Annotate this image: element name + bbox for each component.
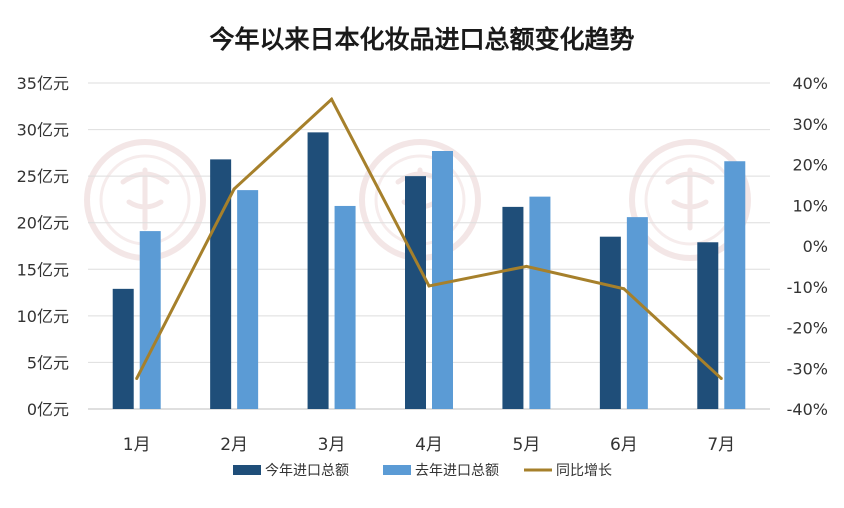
bar-this-year <box>599 236 621 409</box>
category-label: 3月 <box>318 435 346 455</box>
left-tick-label: 25亿元 <box>17 167 69 186</box>
growth-line <box>135 96 723 380</box>
right-tick-label: 10% <box>792 196 828 215</box>
right-tick-label: -40% <box>787 400 828 419</box>
left-tick-label: 15亿元 <box>17 260 69 279</box>
growth-point <box>232 187 236 191</box>
growth-point <box>427 284 431 288</box>
category-label: 2月 <box>220 435 248 455</box>
bar-last-year <box>724 161 746 409</box>
left-tick-label: 5亿元 <box>27 353 69 372</box>
legend-label: 今年进口总额 <box>265 463 349 479</box>
growth-point <box>524 264 528 268</box>
right-axis: -40% -30% -20% -10% 0% 10% 20% 30% 40% <box>787 74 828 419</box>
left-axis: 0亿元 5亿元 10亿元 15亿元 20亿元 25亿元 30亿元 35亿元 <box>17 74 69 419</box>
right-tick-label: 40% <box>792 74 828 93</box>
category-labels: 1月 2月 3月 4月 5月 6月 7月 <box>123 435 735 455</box>
left-tick-label: 0亿元 <box>27 400 69 419</box>
growth-point <box>622 287 626 291</box>
bar-last-year <box>237 190 259 409</box>
right-tick-label: 20% <box>792 156 828 175</box>
legend-label: 去年进口总额 <box>415 463 499 479</box>
bar-this-year <box>697 242 719 409</box>
category-label: 1月 <box>123 435 151 455</box>
bar-this-year <box>405 176 426 409</box>
chart-title: 今年以来日本化妆品进口总额变化趋势 <box>209 25 634 54</box>
category-label: 6月 <box>610 435 638 455</box>
bar-this-year <box>210 159 232 409</box>
bar-this-year <box>112 288 134 409</box>
bar-last-year <box>529 196 551 409</box>
left-tick-label: 35亿元 <box>17 74 69 93</box>
right-tick-label: -10% <box>787 278 828 297</box>
bar-this-year <box>307 132 329 409</box>
growth-point <box>719 376 723 380</box>
left-tick-label: 20亿元 <box>17 214 69 233</box>
category-label: 4月 <box>415 435 443 455</box>
growth-point <box>330 97 334 101</box>
legend: 今年进口总额 去年进口总额 同比增长 <box>233 463 612 479</box>
gridlines <box>88 82 770 410</box>
legend-label: 同比增长 <box>556 463 612 479</box>
bar-last-year <box>432 150 453 409</box>
left-tick-label: 30亿元 <box>17 121 69 140</box>
bar-last-year <box>139 231 161 409</box>
bar-last-year <box>334 205 356 409</box>
category-label: 5月 <box>513 435 541 455</box>
legend-swatch <box>383 465 411 475</box>
right-tick-label: -30% <box>787 359 828 378</box>
bar-last-year <box>626 217 648 409</box>
category-label: 7月 <box>707 435 735 455</box>
legend-swatch <box>233 465 261 475</box>
bar-this-year <box>502 206 524 409</box>
growth-point <box>135 376 139 380</box>
left-tick-label: 10亿元 <box>17 307 69 326</box>
right-tick-label: 0% <box>803 237 828 256</box>
right-tick-label: -20% <box>787 319 828 338</box>
right-tick-label: 30% <box>792 115 828 134</box>
